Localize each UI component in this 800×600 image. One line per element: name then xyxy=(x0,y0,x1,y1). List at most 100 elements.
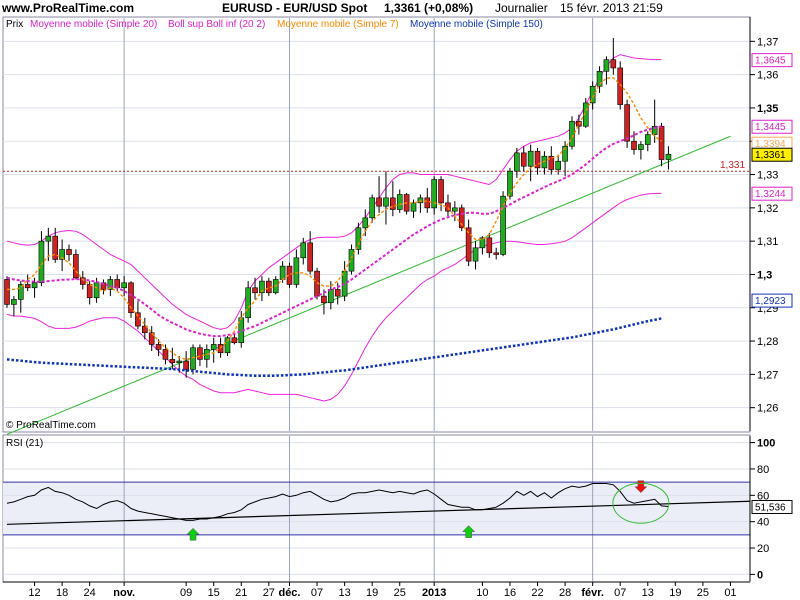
candle-body xyxy=(210,344,217,350)
candle-body xyxy=(148,332,155,345)
date-tick-label: 01 xyxy=(724,587,736,599)
candle-body xyxy=(541,155,548,169)
candle-body xyxy=(548,155,555,170)
date-tick-label: 27 xyxy=(263,587,275,599)
price-tick-label: 1,27 xyxy=(757,369,778,381)
candle-body xyxy=(17,284,24,300)
candle-body xyxy=(176,360,183,364)
candle-body xyxy=(596,70,603,87)
candle-body xyxy=(424,197,431,209)
price-value-label: 1,3445 xyxy=(755,122,786,133)
price-trendline xyxy=(6,135,731,435)
date-tick-label: 13 xyxy=(338,587,350,599)
price-value-box xyxy=(751,293,793,308)
candle-body xyxy=(569,120,575,147)
price-value-label: 1,3244 xyxy=(755,189,786,200)
date-tick-label: 22 xyxy=(531,587,543,599)
candle-body xyxy=(589,85,596,104)
candle-body xyxy=(66,249,72,255)
candle-body xyxy=(169,359,176,364)
candle-body xyxy=(362,217,369,229)
legend-sma7: Moyenne mobile (Simple 7) xyxy=(277,19,399,30)
date-tick-label: 25 xyxy=(697,587,709,599)
rsi-tick-label: 80 xyxy=(757,464,769,476)
candle-body xyxy=(610,59,617,69)
candle-body xyxy=(617,67,624,105)
legend-sma20: Moyenne mobile (Simple 20) xyxy=(30,19,157,30)
price-tick-label: 1,26 xyxy=(757,403,778,415)
candle-body xyxy=(321,295,327,304)
rsi-tick-label: 0 xyxy=(757,569,763,581)
candle-body xyxy=(348,249,355,272)
price-candles xyxy=(4,37,672,378)
price-tick-label: 1,37 xyxy=(757,36,778,48)
legend-sma150: Moyenne mobile (Simple 150) xyxy=(410,19,543,30)
price-tick-label: 1,3 xyxy=(757,269,772,281)
candle-body xyxy=(458,207,465,229)
candle-body xyxy=(114,279,121,289)
candle-body xyxy=(197,347,203,360)
candle-body xyxy=(534,150,541,169)
rsi-tick-label: 60 xyxy=(757,490,769,502)
price-grid xyxy=(3,18,750,431)
date-tick-label: 07 xyxy=(311,587,323,599)
site-label[interactable]: www.ProRealTime.com xyxy=(1,1,134,15)
date-tick-label: 28 xyxy=(559,587,571,599)
candle-body xyxy=(334,289,341,297)
candle-body xyxy=(328,289,334,304)
candle-body xyxy=(59,249,65,260)
candle-body xyxy=(383,197,389,207)
candle-body xyxy=(582,102,589,127)
candle-body xyxy=(555,160,562,170)
candle-body xyxy=(417,197,424,204)
price-panel[interactable] xyxy=(2,16,751,433)
candle-body xyxy=(507,170,513,197)
candle-body xyxy=(293,257,300,285)
price-tick-label: 1,31 xyxy=(757,236,778,248)
price-value-box xyxy=(751,186,793,201)
sma150-line xyxy=(6,317,662,377)
candle-body xyxy=(259,280,265,294)
candle-body xyxy=(73,254,79,279)
price-value-box xyxy=(751,147,793,162)
candle-body xyxy=(665,153,672,160)
instrument-title: EURUSD - EUR/USD Spot xyxy=(222,1,367,15)
rsi-tick-label: 20 xyxy=(757,543,769,555)
candle-body xyxy=(486,237,493,254)
candle-body xyxy=(651,125,658,135)
candle-body xyxy=(245,287,251,319)
candle-body xyxy=(231,337,238,344)
date-axis: 12 18 24 nov. 09 15 21 27 déc. 07 13 19 25 2013 10 16 22… xyxy=(3,581,750,599)
sma7-line xyxy=(7,77,662,361)
candle-body xyxy=(121,282,127,289)
price-tick-label: 1,36 xyxy=(757,70,778,82)
candle-body xyxy=(376,197,382,207)
date-tick-label: 15 xyxy=(208,587,220,599)
price-value-box xyxy=(751,119,793,134)
quote-value: 1,3361 (+0,08%) xyxy=(384,1,473,15)
candle-body xyxy=(658,125,665,160)
rsi-axis: 100 80 60 40 20 0 51,536 xyxy=(749,436,793,581)
date-tick-label: 25 xyxy=(394,587,406,599)
candle-body xyxy=(307,242,313,272)
date-tick-label: 09 xyxy=(180,587,192,599)
candle-body xyxy=(520,152,527,167)
date-tick-label: 21 xyxy=(235,587,247,599)
period-label: Journalier xyxy=(495,1,548,15)
date-tick-label: 12 xyxy=(28,587,40,599)
candle-body xyxy=(155,344,162,350)
candle-body xyxy=(624,104,630,142)
candle-body xyxy=(45,235,52,242)
price-value-label: 1,3394 xyxy=(755,139,786,150)
candle-body xyxy=(38,240,45,284)
bollinger-lower-line xyxy=(6,192,662,402)
candle-body xyxy=(300,242,307,259)
candle-body xyxy=(4,279,10,305)
legend: Prix Moyenne mobile (Simple 20) Boll sup… xyxy=(6,19,543,30)
candle-body xyxy=(279,265,286,280)
bollinger-bands: 1,331 xyxy=(3,54,750,435)
date-tick-label: 24 xyxy=(84,587,96,599)
candle-body xyxy=(631,140,637,150)
candle-body xyxy=(644,134,651,145)
